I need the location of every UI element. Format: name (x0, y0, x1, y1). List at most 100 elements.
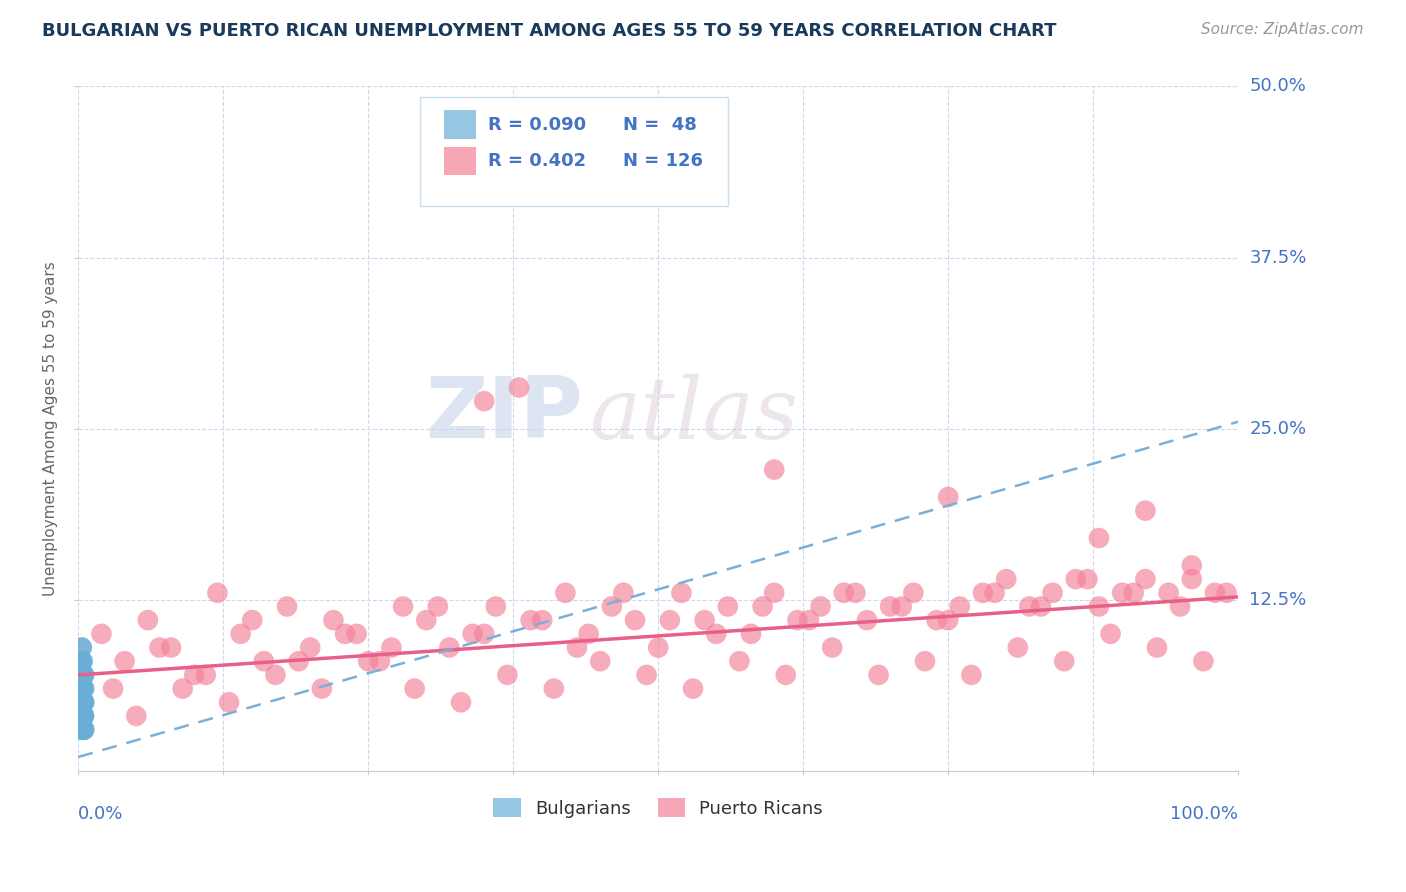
Text: 0.0%: 0.0% (79, 805, 124, 823)
Point (682, 681, 704, 696)
Point (73, 695, 96, 709)
FancyBboxPatch shape (444, 111, 477, 139)
Point (1135, 572, 1157, 586)
Point (70, 640, 93, 655)
Point (160, 640, 183, 655)
Point (73, 709, 96, 723)
Text: 100.0%: 100.0% (1170, 805, 1239, 823)
Point (775, 668, 797, 682)
Point (114, 654, 136, 668)
Point (90, 627, 112, 641)
Point (508, 380, 530, 394)
Point (73, 668, 96, 682)
FancyBboxPatch shape (420, 96, 728, 206)
Point (72, 681, 94, 696)
Point (450, 695, 472, 709)
Point (1053, 654, 1076, 668)
Point (519, 613, 541, 627)
Point (70, 695, 93, 709)
Point (70, 654, 93, 668)
Point (404, 681, 426, 696)
Y-axis label: Unemployment Among Ages 55 to 59 years: Unemployment Among Ages 55 to 59 years (44, 261, 58, 596)
Point (357, 654, 380, 668)
Point (751, 599, 773, 614)
Point (73, 723, 96, 737)
Point (73, 695, 96, 709)
Point (72, 695, 94, 709)
Point (890, 599, 912, 614)
Point (72, 668, 94, 682)
Point (183, 668, 205, 682)
Point (936, 490, 959, 504)
Point (218, 695, 240, 709)
Point (70, 654, 93, 668)
Point (73, 681, 96, 696)
Point (415, 613, 437, 627)
Point (70, 681, 93, 696)
Point (1157, 586, 1180, 600)
Point (72, 709, 94, 723)
Point (589, 654, 612, 668)
FancyBboxPatch shape (444, 146, 477, 176)
Point (72, 695, 94, 709)
Point (1168, 599, 1191, 614)
Point (380, 640, 402, 655)
Point (207, 586, 229, 600)
Point (554, 586, 576, 600)
Point (368, 654, 391, 668)
Point (903, 586, 925, 600)
Point (508, 175, 530, 189)
Point (73, 668, 96, 682)
Point (995, 572, 1018, 586)
Point (810, 599, 832, 614)
Point (624, 613, 647, 627)
Point (346, 627, 368, 641)
Point (1088, 599, 1111, 614)
Text: Source: ZipAtlas.com: Source: ZipAtlas.com (1201, 22, 1364, 37)
Point (1181, 558, 1204, 573)
Point (333, 627, 356, 641)
Legend: Bulgarians, Puerto Ricans: Bulgarians, Puerto Ricans (488, 793, 828, 823)
Point (70, 668, 93, 682)
Point (472, 627, 495, 641)
Text: R = 0.402: R = 0.402 (488, 152, 586, 170)
Point (70, 654, 93, 668)
Point (136, 613, 159, 627)
Point (240, 613, 263, 627)
Text: atlas: atlas (589, 374, 797, 456)
Point (72, 681, 94, 696)
Point (311, 681, 333, 696)
Point (70, 640, 93, 655)
Point (70, 723, 93, 737)
Point (461, 627, 484, 641)
Point (983, 586, 1005, 600)
Point (914, 654, 936, 668)
Point (717, 599, 740, 614)
Point (844, 586, 866, 600)
Point (647, 640, 669, 655)
Point (821, 640, 844, 655)
Point (439, 640, 461, 655)
Point (693, 613, 716, 627)
Point (1192, 654, 1215, 668)
Point (72, 709, 94, 723)
Point (1111, 586, 1133, 600)
Point (868, 668, 890, 682)
Point (1181, 572, 1204, 586)
Point (1007, 640, 1029, 655)
Point (72, 668, 94, 682)
Point (287, 654, 309, 668)
Point (728, 654, 751, 668)
Point (70, 681, 93, 696)
Point (704, 627, 727, 641)
Point (949, 599, 972, 614)
Point (72, 668, 94, 682)
Point (565, 640, 588, 655)
Text: BULGARIAN VS PUERTO RICAN UNEMPLOYMENT AMONG AGES 55 TO 59 YEARS CORRELATION CHA: BULGARIAN VS PUERTO RICAN UNEMPLOYMENT A… (42, 22, 1057, 40)
Point (763, 586, 786, 600)
Point (763, 462, 786, 476)
Point (73, 723, 96, 737)
Point (72, 668, 94, 682)
Point (1042, 586, 1064, 600)
Point (70, 709, 93, 723)
